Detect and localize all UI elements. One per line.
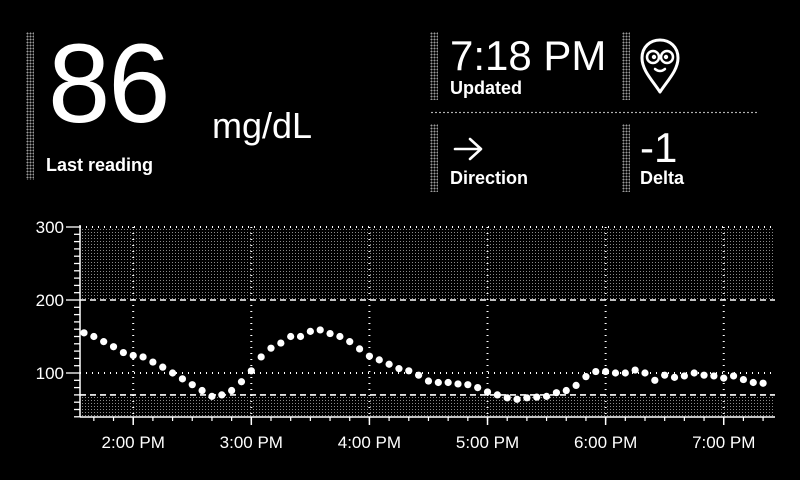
data-point: [228, 386, 236, 395]
data-point: [100, 338, 108, 346]
data-point: [651, 376, 659, 384]
data-point: [483, 388, 492, 396]
separator-bar: [26, 32, 34, 180]
data-point: [602, 367, 610, 376]
data-point: [237, 378, 246, 386]
data-point: [168, 369, 177, 377]
reading-value: 86: [48, 21, 171, 146]
data-point: [592, 367, 600, 376]
data-point: [355, 345, 364, 353]
data-point: [415, 371, 423, 379]
x-tick-label: 7:00 PM: [692, 433, 755, 452]
data-point: [680, 372, 688, 380]
delta-label: Delta: [640, 168, 685, 188]
data-point: [277, 339, 285, 347]
data-point: [267, 344, 275, 352]
separator-bar: [622, 32, 630, 100]
data-point: [296, 332, 305, 341]
data-point: [493, 391, 501, 399]
data-point: [444, 378, 452, 387]
data-point: [208, 392, 216, 400]
data-point: [464, 381, 472, 389]
data-point: [178, 375, 187, 383]
y-tick-label: 200: [36, 291, 64, 310]
data-point: [670, 373, 679, 381]
y-tick-label: 100: [36, 364, 64, 383]
data-point: [710, 372, 718, 380]
data-point: [631, 366, 639, 374]
data-point: [159, 363, 167, 371]
data-point: [729, 372, 738, 380]
data-point: [720, 374, 728, 382]
data-point: [395, 365, 403, 373]
data-point: [739, 375, 748, 384]
data-point: [690, 369, 698, 377]
data-point: [513, 395, 521, 403]
data-point: [257, 353, 265, 361]
low-range-band: [80, 394, 775, 417]
data-point: [326, 329, 334, 338]
data-point: [375, 356, 383, 364]
data-point: [218, 391, 226, 399]
data-point: [139, 353, 147, 361]
delta-value: -1: [640, 124, 678, 171]
data-point: [582, 373, 590, 381]
data-point: [523, 394, 531, 402]
data-point: [533, 393, 541, 401]
glucose-chart: 2:00 PM 3:00 PM 4:00 PM 5:00 PM 6:00 PM 7:00 …: [36, 218, 775, 452]
data-point: [336, 332, 344, 341]
data-point: [562, 386, 570, 395]
data-point: [385, 360, 393, 368]
x-tick-label: 6:00 PM: [574, 433, 637, 452]
y-tick-label: 300: [36, 218, 64, 237]
direction-label: Direction: [450, 168, 529, 188]
data-point: [474, 384, 482, 392]
x-tick-label: 4:00 PM: [338, 433, 401, 452]
separator-bar: [622, 124, 630, 192]
x-tick-label: 3:00 PM: [220, 433, 283, 452]
data-point: [454, 380, 462, 388]
data-point: [405, 367, 413, 375]
data-point: [149, 358, 157, 366]
data-point: [316, 326, 324, 334]
data-point: [572, 381, 580, 390]
data-point: [661, 371, 669, 379]
data-point: [434, 378, 442, 387]
data-point: [80, 329, 88, 337]
x-tick-label: 2:00 PM: [102, 433, 165, 452]
data-point: [188, 381, 196, 389]
data-point: [424, 377, 433, 385]
updated-time: 7:18 PM: [450, 32, 607, 79]
separator-bar: [430, 124, 438, 192]
divider: [430, 111, 758, 114]
data-point: [198, 386, 206, 395]
alien-map-pin-icon: [638, 36, 682, 94]
data-point: [552, 389, 561, 397]
data-point: [749, 378, 757, 387]
data-point: [542, 392, 551, 400]
reading-label: Last reading: [46, 155, 154, 175]
data-point: [109, 343, 118, 351]
data-point: [287, 332, 295, 341]
updated-label: Updated: [450, 78, 522, 98]
arrow-right-icon: [452, 134, 486, 164]
high-range-band: [80, 227, 775, 300]
data-point: [611, 369, 620, 377]
data-point: [621, 369, 629, 377]
data-point: [306, 327, 314, 335]
reading-unit: mg/dL: [212, 105, 313, 146]
data-point: [346, 338, 354, 346]
data-point: [365, 352, 374, 360]
data-point: [503, 394, 511, 402]
x-tick-label: 5:00 PM: [456, 433, 519, 452]
data-point: [129, 351, 137, 360]
data-point: [119, 348, 127, 357]
data-point: [759, 379, 767, 387]
data-point: [700, 371, 708, 379]
data-point: [247, 367, 255, 375]
data-point: [90, 332, 98, 341]
data-point: [641, 369, 649, 377]
separator-bar: [430, 32, 438, 100]
